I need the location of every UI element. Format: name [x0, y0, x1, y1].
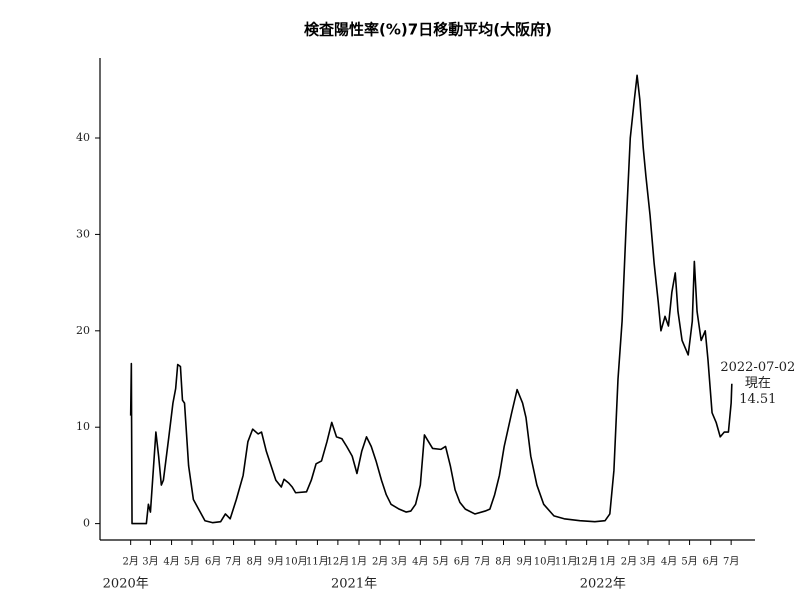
y-tick-label: 40 [76, 131, 90, 144]
x-tick-label: 10月 [534, 556, 557, 568]
y-tick-label: 10 [76, 420, 90, 433]
annotation-value: 14.51 [739, 392, 776, 407]
annotation-label: 現在 [745, 376, 771, 391]
x-tick-label: 4月 [661, 556, 677, 568]
x-tick-label: 6月 [703, 556, 719, 568]
x-tick-label: 5月 [433, 556, 449, 568]
x-tick-label: 1月 [351, 556, 367, 568]
x-tick-label: 10月 [285, 556, 308, 568]
x-tick-label: 2月 [122, 556, 138, 568]
chart-title: 検査陽性率(%)7日移動平均(大阪府) [304, 21, 552, 39]
x-tick-label: 6月 [454, 556, 470, 568]
x-tick-label: 5月 [681, 556, 697, 568]
annotation-date: 2022-07-02 [720, 360, 795, 375]
x-tick-label: 12月 [575, 556, 598, 568]
x-tick-label: 8月 [495, 556, 511, 568]
x-tick-label: 4月 [163, 556, 179, 568]
data-line [129, 74, 733, 525]
year-label: 2020年 [103, 577, 149, 592]
x-tick-label: 7月 [474, 556, 490, 568]
x-tick-label: 3月 [391, 556, 407, 568]
x-tick-label: 9月 [268, 556, 284, 568]
x-tick-label: 5月 [184, 556, 200, 568]
x-tick-label: 6月 [205, 556, 221, 568]
x-tick-label: 3月 [142, 556, 158, 568]
x-tick-label: 9月 [516, 556, 532, 568]
y-tick-label: 0 [83, 517, 90, 530]
x-tick-label: 7月 [225, 556, 241, 568]
y-tick-label: 30 [76, 227, 90, 240]
x-tick-label: 11月 [555, 556, 578, 568]
x-tick-label: 12月 [327, 556, 350, 568]
x-tick-label: 2月 [372, 556, 388, 568]
x-tick-label: 11月 [306, 556, 329, 568]
x-tick-label: 8月 [247, 556, 263, 568]
y-tick-label: 20 [76, 324, 90, 337]
x-tick-label: 4月 [412, 556, 428, 568]
year-label: 2021年 [331, 577, 377, 592]
x-tick-label: 3月 [640, 556, 656, 568]
year-label: 2022年 [580, 577, 626, 592]
x-tick-label: 2月 [621, 556, 637, 568]
x-tick-label: 7月 [723, 556, 739, 568]
x-tick-label: 1月 [600, 556, 616, 568]
